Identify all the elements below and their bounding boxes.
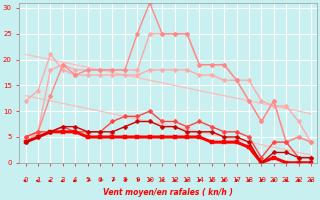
X-axis label: Vent moyen/en rafales ( kn/h ): Vent moyen/en rafales ( kn/h ) bbox=[103, 188, 233, 197]
